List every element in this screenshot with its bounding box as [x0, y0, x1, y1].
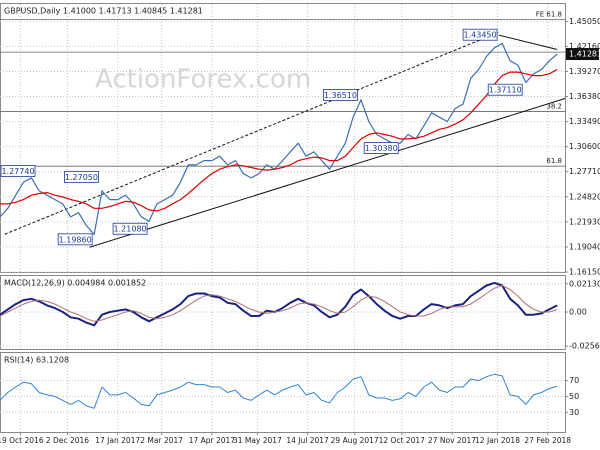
series-line: [0, 68, 558, 212]
x-tick-label: 2 Dec 2016: [46, 436, 89, 445]
series-line: [0, 373, 558, 409]
price-annotation-label: 1.19860: [59, 235, 92, 244]
y-tick-label: 1.33490: [569, 117, 600, 126]
level-label: FE 61.8: [536, 11, 562, 19]
y-tick-label: -0.02565: [569, 342, 600, 351]
y-tick-label: 1.42160: [569, 42, 600, 51]
y-tick-label: 1.16150: [569, 268, 600, 277]
last-price-label: 1.41281: [569, 50, 600, 59]
y-tick-label: 1.36380: [569, 92, 600, 101]
trend-line: [89, 98, 566, 248]
price-annotation-box: [57, 233, 93, 246]
price-annotation-label: 1.43450: [464, 31, 497, 40]
panel-title: RSI(14) 63.1208: [4, 356, 69, 365]
series-line: [0, 285, 558, 322]
price-annotation-label: 1.27740: [1, 167, 34, 176]
x-tick-label: 12 Oct 2017: [379, 436, 426, 445]
price-annotation-label: 1.37110: [489, 86, 522, 95]
x-tick-label: 2 Mar 2017: [140, 436, 183, 445]
price-annotation-box: [112, 222, 148, 235]
series-line: [0, 42, 558, 235]
level-label: 38.2: [546, 103, 562, 111]
x-tick-label: 12 Jan 2018: [475, 436, 520, 445]
price-annotation-label: 1.30380: [365, 144, 398, 153]
trend-line: [498, 34, 558, 51]
price-annotation-box: [487, 83, 523, 96]
price-annotation-box: [0, 165, 36, 177]
price-annotation-box: [462, 28, 498, 41]
x-tick-label: 27 Feb 2018: [524, 436, 571, 445]
y-tick-label: 0.021303: [569, 279, 600, 288]
y-tick-label: 1.45050: [569, 17, 600, 26]
level-label: 61.8: [546, 157, 562, 165]
x-tick-label: 19 Oct 2016: [0, 436, 44, 445]
y-tick-label: 1.21930: [569, 217, 600, 226]
x-tick-label: 17 Apr 2017: [189, 436, 236, 445]
y-tick-label: 1.30600: [569, 142, 600, 151]
y-tick-label: 30: [569, 408, 579, 417]
panel-title: MACD(12,26,9) 0.004984 0.001852: [4, 279, 146, 288]
y-tick-label: 1.39270: [569, 67, 600, 76]
x-tick-label: 14 Jul 2017: [286, 436, 329, 445]
price-annotation-label: 1.21080: [114, 225, 147, 234]
rsi-panel: [0, 352, 566, 433]
price-annotation-box: [363, 142, 399, 154]
price-annotation-box: [323, 89, 358, 101]
price-annotation-label: 1.27050: [65, 173, 98, 182]
x-tick-label: 27 Nov 2017: [428, 436, 476, 445]
y-tick-label: 0.00: [569, 308, 587, 317]
y-tick-label: 1.19040: [569, 242, 600, 251]
y-tick-label: 1.27710: [569, 167, 600, 176]
panel-title: GBPUSD,Daily 1.41000 1.41713 1.40845 1.4…: [4, 7, 203, 16]
price-annotation-label: 1.36510: [324, 91, 357, 100]
series-line: [0, 281, 558, 327]
price-annotation-box: [64, 171, 99, 183]
x-tick-label: 31 May 2017: [233, 436, 282, 445]
x-tick-label: 29 Aug 2017: [331, 436, 379, 445]
y-tick-label: 50: [569, 392, 579, 401]
watermark: ActionForex.com: [95, 65, 311, 95]
y-tick-label: 70: [569, 376, 579, 385]
x-tick-label: 17 Jan 2017: [95, 436, 140, 445]
y-tick-label: 1.24820: [569, 192, 600, 201]
last-price-box: [566, 48, 599, 61]
trend-line: [4, 31, 500, 235]
